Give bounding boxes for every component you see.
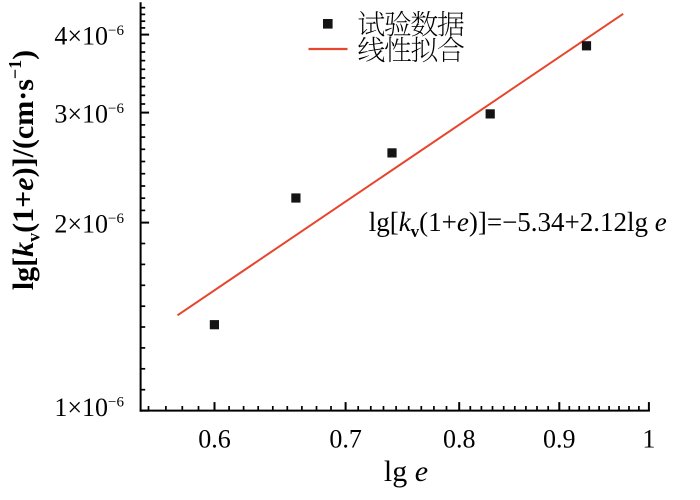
svg-text:0.9: 0.9 [543,425,576,454]
svg-text:lg[kv(1+e)]/(cm·s−1): lg[kv(1+e)]/(cm·s−1) [5,50,44,290]
svg-text:0.7: 0.7 [329,425,362,454]
svg-text:1: 1 [642,425,655,454]
svg-text:lg e: lg e [384,455,428,488]
svg-text:0.6: 0.6 [198,425,231,454]
svg-text:lg[kv(1+e)]=−5.34+2.12lg e: lg[kv(1+e)]=−5.34+2.12lg e [369,207,667,241]
svg-text:0.8: 0.8 [443,425,476,454]
